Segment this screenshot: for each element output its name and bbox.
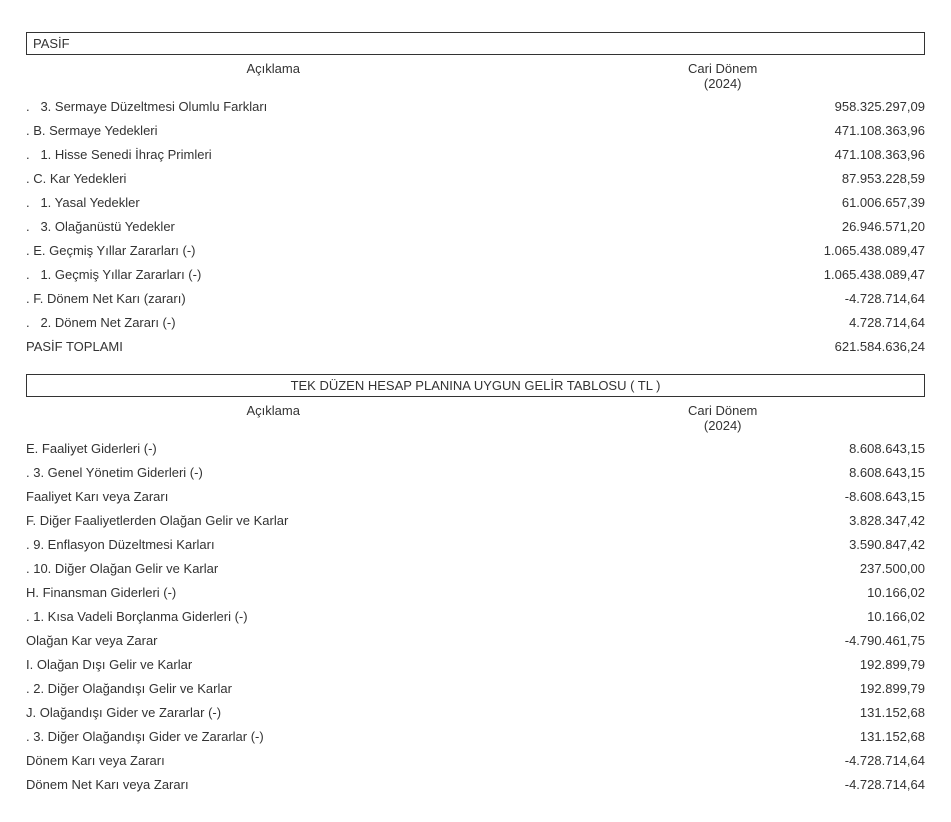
row-description: H. Finansman Giderleri (-) (26, 581, 601, 605)
page: PASİF Açıklama Cari Dönem (2024) . 3. Se… (0, 0, 951, 817)
row-description: Olağan Kar veya Zarar (26, 629, 601, 653)
section1-title-box: PASİF (26, 32, 925, 55)
row-description: . 1. Yasal Yedekler (26, 191, 601, 215)
row-value: 471.108.363,96 (601, 143, 925, 167)
table-row: . 2. Diğer Olağandışı Gelir ve Karlar192… (26, 677, 925, 701)
row-description: . F. Dönem Net Karı (zararı) (26, 287, 601, 311)
row-value: 3.590.847,42 (601, 533, 925, 557)
table-row: . 1. Hisse Senedi İhraç Primleri471.108.… (26, 143, 925, 167)
section2-year-label: (2024) (704, 418, 742, 433)
row-value: 8.608.643,15 (601, 437, 925, 461)
table-row: H. Finansman Giderleri (-)10.166,02 (26, 581, 925, 605)
table-row: I. Olağan Dışı Gelir ve Karlar192.899,79 (26, 653, 925, 677)
table-row: . 2. Dönem Net Zararı (-)4.728.714,64 (26, 311, 925, 335)
section2-col-period: Cari Dönem (2024) (520, 403, 925, 433)
row-value: -4.790.461,75 (601, 629, 925, 653)
row-value: 958.325.297,09 (601, 95, 925, 119)
table-row: PASİF TOPLAMI621.584.636,24 (26, 335, 925, 359)
row-description: . 2. Diğer Olağandışı Gelir ve Karlar (26, 677, 601, 701)
row-value: -4.728.714,64 (601, 749, 925, 773)
row-value: 131.152,68 (601, 701, 925, 725)
row-description: PASİF TOPLAMI (26, 335, 601, 359)
row-value: 4.728.714,64 (601, 311, 925, 335)
table-row: J. Olağandışı Gider ve Zararlar (-)131.1… (26, 701, 925, 725)
row-description: . C. Kar Yedekleri (26, 167, 601, 191)
row-value: 192.899,79 (601, 677, 925, 701)
row-description: . 1. Geçmiş Yıllar Zararları (-) (26, 263, 601, 287)
row-value: 3.828.347,42 (601, 509, 925, 533)
section1-period-label: Cari Dönem (688, 61, 757, 76)
row-value: 26.946.571,20 (601, 215, 925, 239)
section2-col-desc: Açıklama (26, 403, 520, 433)
table-row: . C. Kar Yedekleri87.953.228,59 (26, 167, 925, 191)
row-value: 8.608.643,15 (601, 461, 925, 485)
table-row: E. Faaliyet Giderleri (-)8.608.643,15 (26, 437, 925, 461)
table-row: . F. Dönem Net Karı (zararı)-4.728.714,6… (26, 287, 925, 311)
row-description: . B. Sermaye Yedekleri (26, 119, 601, 143)
row-description: . 1. Kısa Vadeli Borçlanma Giderleri (-) (26, 605, 601, 629)
row-value: 192.899,79 (601, 653, 925, 677)
table-row: Olağan Kar veya Zarar-4.790.461,75 (26, 629, 925, 653)
row-value: 87.953.228,59 (601, 167, 925, 191)
table-row: Dönem Karı veya Zararı-4.728.714,64 (26, 749, 925, 773)
row-value: 237.500,00 (601, 557, 925, 581)
row-value: -4.728.714,64 (601, 287, 925, 311)
row-description: . 10. Diğer Olağan Gelir ve Karlar (26, 557, 601, 581)
section2-column-headers: Açıklama Cari Dönem (2024) (26, 403, 925, 433)
row-description: . 3. Genel Yönetim Giderleri (-) (26, 461, 601, 485)
row-description: . 1. Hisse Senedi İhraç Primleri (26, 143, 601, 167)
row-description: . 9. Enflasyon Düzeltmesi Karları (26, 533, 601, 557)
row-description: . 3. Olağanüstü Yedekler (26, 215, 601, 239)
row-value: -4.728.714,64 (601, 773, 925, 797)
row-value: 131.152,68 (601, 725, 925, 749)
table-row: . 3. Olağanüstü Yedekler26.946.571,20 (26, 215, 925, 239)
table-row: . 10. Diğer Olağan Gelir ve Karlar237.50… (26, 557, 925, 581)
row-description: Faaliyet Karı veya Zararı (26, 485, 601, 509)
table-row: Faaliyet Karı veya Zararı-8.608.643,15 (26, 485, 925, 509)
section1-table: . 3. Sermaye Düzeltmesi Olumlu Farkları9… (26, 95, 925, 360)
row-value: 1.065.438.089,47 (601, 239, 925, 263)
table-row: . 1. Geçmiş Yıllar Zararları (-)1.065.43… (26, 263, 925, 287)
section2-table: E. Faaliyet Giderleri (-)8.608.643,15. 3… (26, 437, 925, 798)
row-description: Dönem Karı veya Zararı (26, 749, 601, 773)
row-description: Dönem Net Karı veya Zararı (26, 773, 601, 797)
row-value: 61.006.657,39 (601, 191, 925, 215)
row-description: . 2. Dönem Net Zararı (-) (26, 311, 601, 335)
table-row: . B. Sermaye Yedekleri471.108.363,96 (26, 119, 925, 143)
section2-title-box: TEK DÜZEN HESAP PLANINA UYGUN GELİR TABL… (26, 374, 925, 397)
section1-title: PASİF (33, 36, 70, 51)
section2-period-label: Cari Dönem (688, 403, 757, 418)
table-row: . 9. Enflasyon Düzeltmesi Karları3.590.8… (26, 533, 925, 557)
row-value: -8.608.643,15 (601, 485, 925, 509)
table-row: . 3. Diğer Olağandışı Gider ve Zararlar … (26, 725, 925, 749)
table-row: . 1. Kısa Vadeli Borçlanma Giderleri (-)… (26, 605, 925, 629)
row-description: . 3. Sermaye Düzeltmesi Olumlu Farkları (26, 95, 601, 119)
row-value: 471.108.363,96 (601, 119, 925, 143)
table-row: . 3. Genel Yönetim Giderleri (-)8.608.64… (26, 461, 925, 485)
row-value: 10.166,02 (601, 605, 925, 629)
table-row: Dönem Net Karı veya Zararı-4.728.714,64 (26, 773, 925, 797)
row-description: . 3. Diğer Olağandışı Gider ve Zararlar … (26, 725, 601, 749)
row-description: I. Olağan Dışı Gelir ve Karlar (26, 653, 601, 677)
section1-col-desc: Açıklama (26, 61, 520, 91)
row-description: E. Faaliyet Giderleri (-) (26, 437, 601, 461)
section2-title: TEK DÜZEN HESAP PLANINA UYGUN GELİR TABL… (291, 378, 661, 393)
section1-column-headers: Açıklama Cari Dönem (2024) (26, 61, 925, 91)
row-description: J. Olağandışı Gider ve Zararlar (-) (26, 701, 601, 725)
table-row: . 1. Yasal Yedekler61.006.657,39 (26, 191, 925, 215)
section1-year-label: (2024) (704, 76, 742, 91)
row-description: . E. Geçmiş Yıllar Zararları (-) (26, 239, 601, 263)
section1-col-period: Cari Dönem (2024) (520, 61, 925, 91)
table-row: . 3. Sermaye Düzeltmesi Olumlu Farkları9… (26, 95, 925, 119)
row-value: 621.584.636,24 (601, 335, 925, 359)
table-row: F. Diğer Faaliyetlerden Olağan Gelir ve … (26, 509, 925, 533)
table-row: . E. Geçmiş Yıllar Zararları (-)1.065.43… (26, 239, 925, 263)
row-description: F. Diğer Faaliyetlerden Olağan Gelir ve … (26, 509, 601, 533)
row-value: 10.166,02 (601, 581, 925, 605)
row-value: 1.065.438.089,47 (601, 263, 925, 287)
